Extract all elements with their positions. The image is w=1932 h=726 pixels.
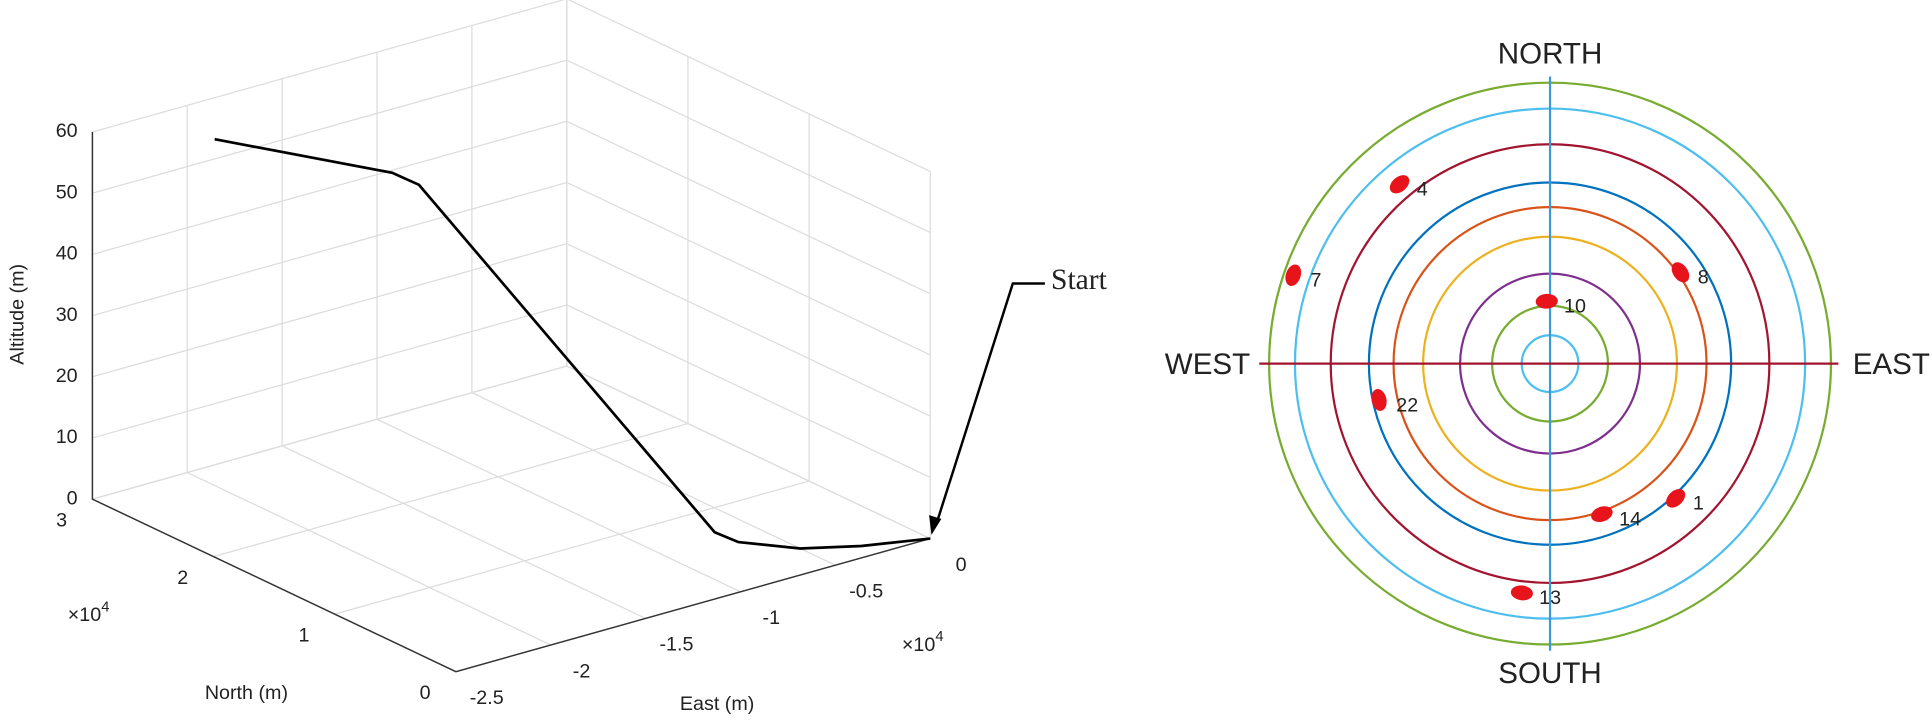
multiplier-exp: 4 [935,629,943,645]
grid-line [281,78,646,619]
satellite-label: 22 [1396,394,1418,416]
grid-line [92,0,568,500]
multiplier-base: ×10 [902,634,935,656]
x-tick-label: -1.5 [659,634,693,656]
west-label: WEST [1165,348,1250,381]
z-tick-label: 10 [56,426,78,448]
z-axis-title: Altitude (m) [7,264,29,365]
satellite-track [1389,175,1410,194]
satellite-track [1285,264,1302,286]
satellite-track [1666,489,1686,508]
grid-line [92,0,931,172]
y-multiplier: ×104 [68,599,110,626]
start-arrow [935,282,1045,525]
grid-line [92,181,931,356]
trajectory [214,137,931,550]
south-label: SOUTH [1498,657,1601,690]
x-tick-label: -2 [573,660,591,682]
grid-line [334,113,810,615]
x-tick-label: -0.5 [849,581,883,603]
z-tick-label: 30 [56,304,78,326]
satellite-label: 13 [1539,587,1561,609]
z-tick-label: 60 [56,120,78,142]
north-label: NORTH [1498,37,1603,70]
satellite-label: 4 [1417,179,1428,201]
grid-line [92,365,931,540]
grid-line [186,105,552,646]
satellite-label: 8 [1698,267,1709,289]
z-tick-label: 40 [56,243,78,265]
satellite-label: 10 [1564,296,1586,318]
satellite-label: 14 [1619,508,1641,530]
east-label: EAST [1853,348,1930,381]
trajectory-chart: 0 10 20 30 40 50 60 -2.5 -2 -1.5 -1 -0.5 0 0 1 2 3 [56,0,967,709]
x-tick-label: -2.5 [470,687,504,709]
axis-line [91,131,931,673]
grid-line [471,25,836,566]
start-arrowhead [929,515,942,535]
skyplot: 4 8 10 7 22 14 1 13 [1259,76,1839,651]
grid-line [213,56,689,558]
x-tick-label: 0 [956,554,967,576]
start-annotation: Start [1051,264,1108,296]
satellite-label: 7 [1311,270,1322,292]
grid-line [92,304,931,478]
z-tick-label: 20 [56,365,78,387]
satellite-track [1535,293,1558,309]
x-multiplier: ×104 [902,629,944,656]
y-axis-title: North (m) [205,682,288,704]
z-tick-label: 0 [67,487,78,509]
y-tick-label: 3 [56,510,67,532]
satellite-track [1671,262,1690,283]
z-tick-label: 50 [56,181,78,203]
multiplier-exp: 4 [101,599,109,615]
y-tick-label: 2 [177,567,188,589]
y-tick-label: 1 [298,625,309,647]
y-tick-label: 0 [420,682,431,704]
satellite-track [1371,389,1387,411]
grid-line [92,59,931,234]
multiplier-base: ×10 [68,604,101,626]
grid-line [376,52,741,593]
satellite-track [1510,585,1533,601]
satellite-track [1591,506,1613,523]
x-tick-label: -1 [763,607,781,629]
grid-line [92,243,931,417]
satellite-label: 1 [1693,493,1704,515]
grid-line [91,131,457,673]
x-axis-title: East (m) [680,693,754,715]
grid-line [92,120,931,295]
